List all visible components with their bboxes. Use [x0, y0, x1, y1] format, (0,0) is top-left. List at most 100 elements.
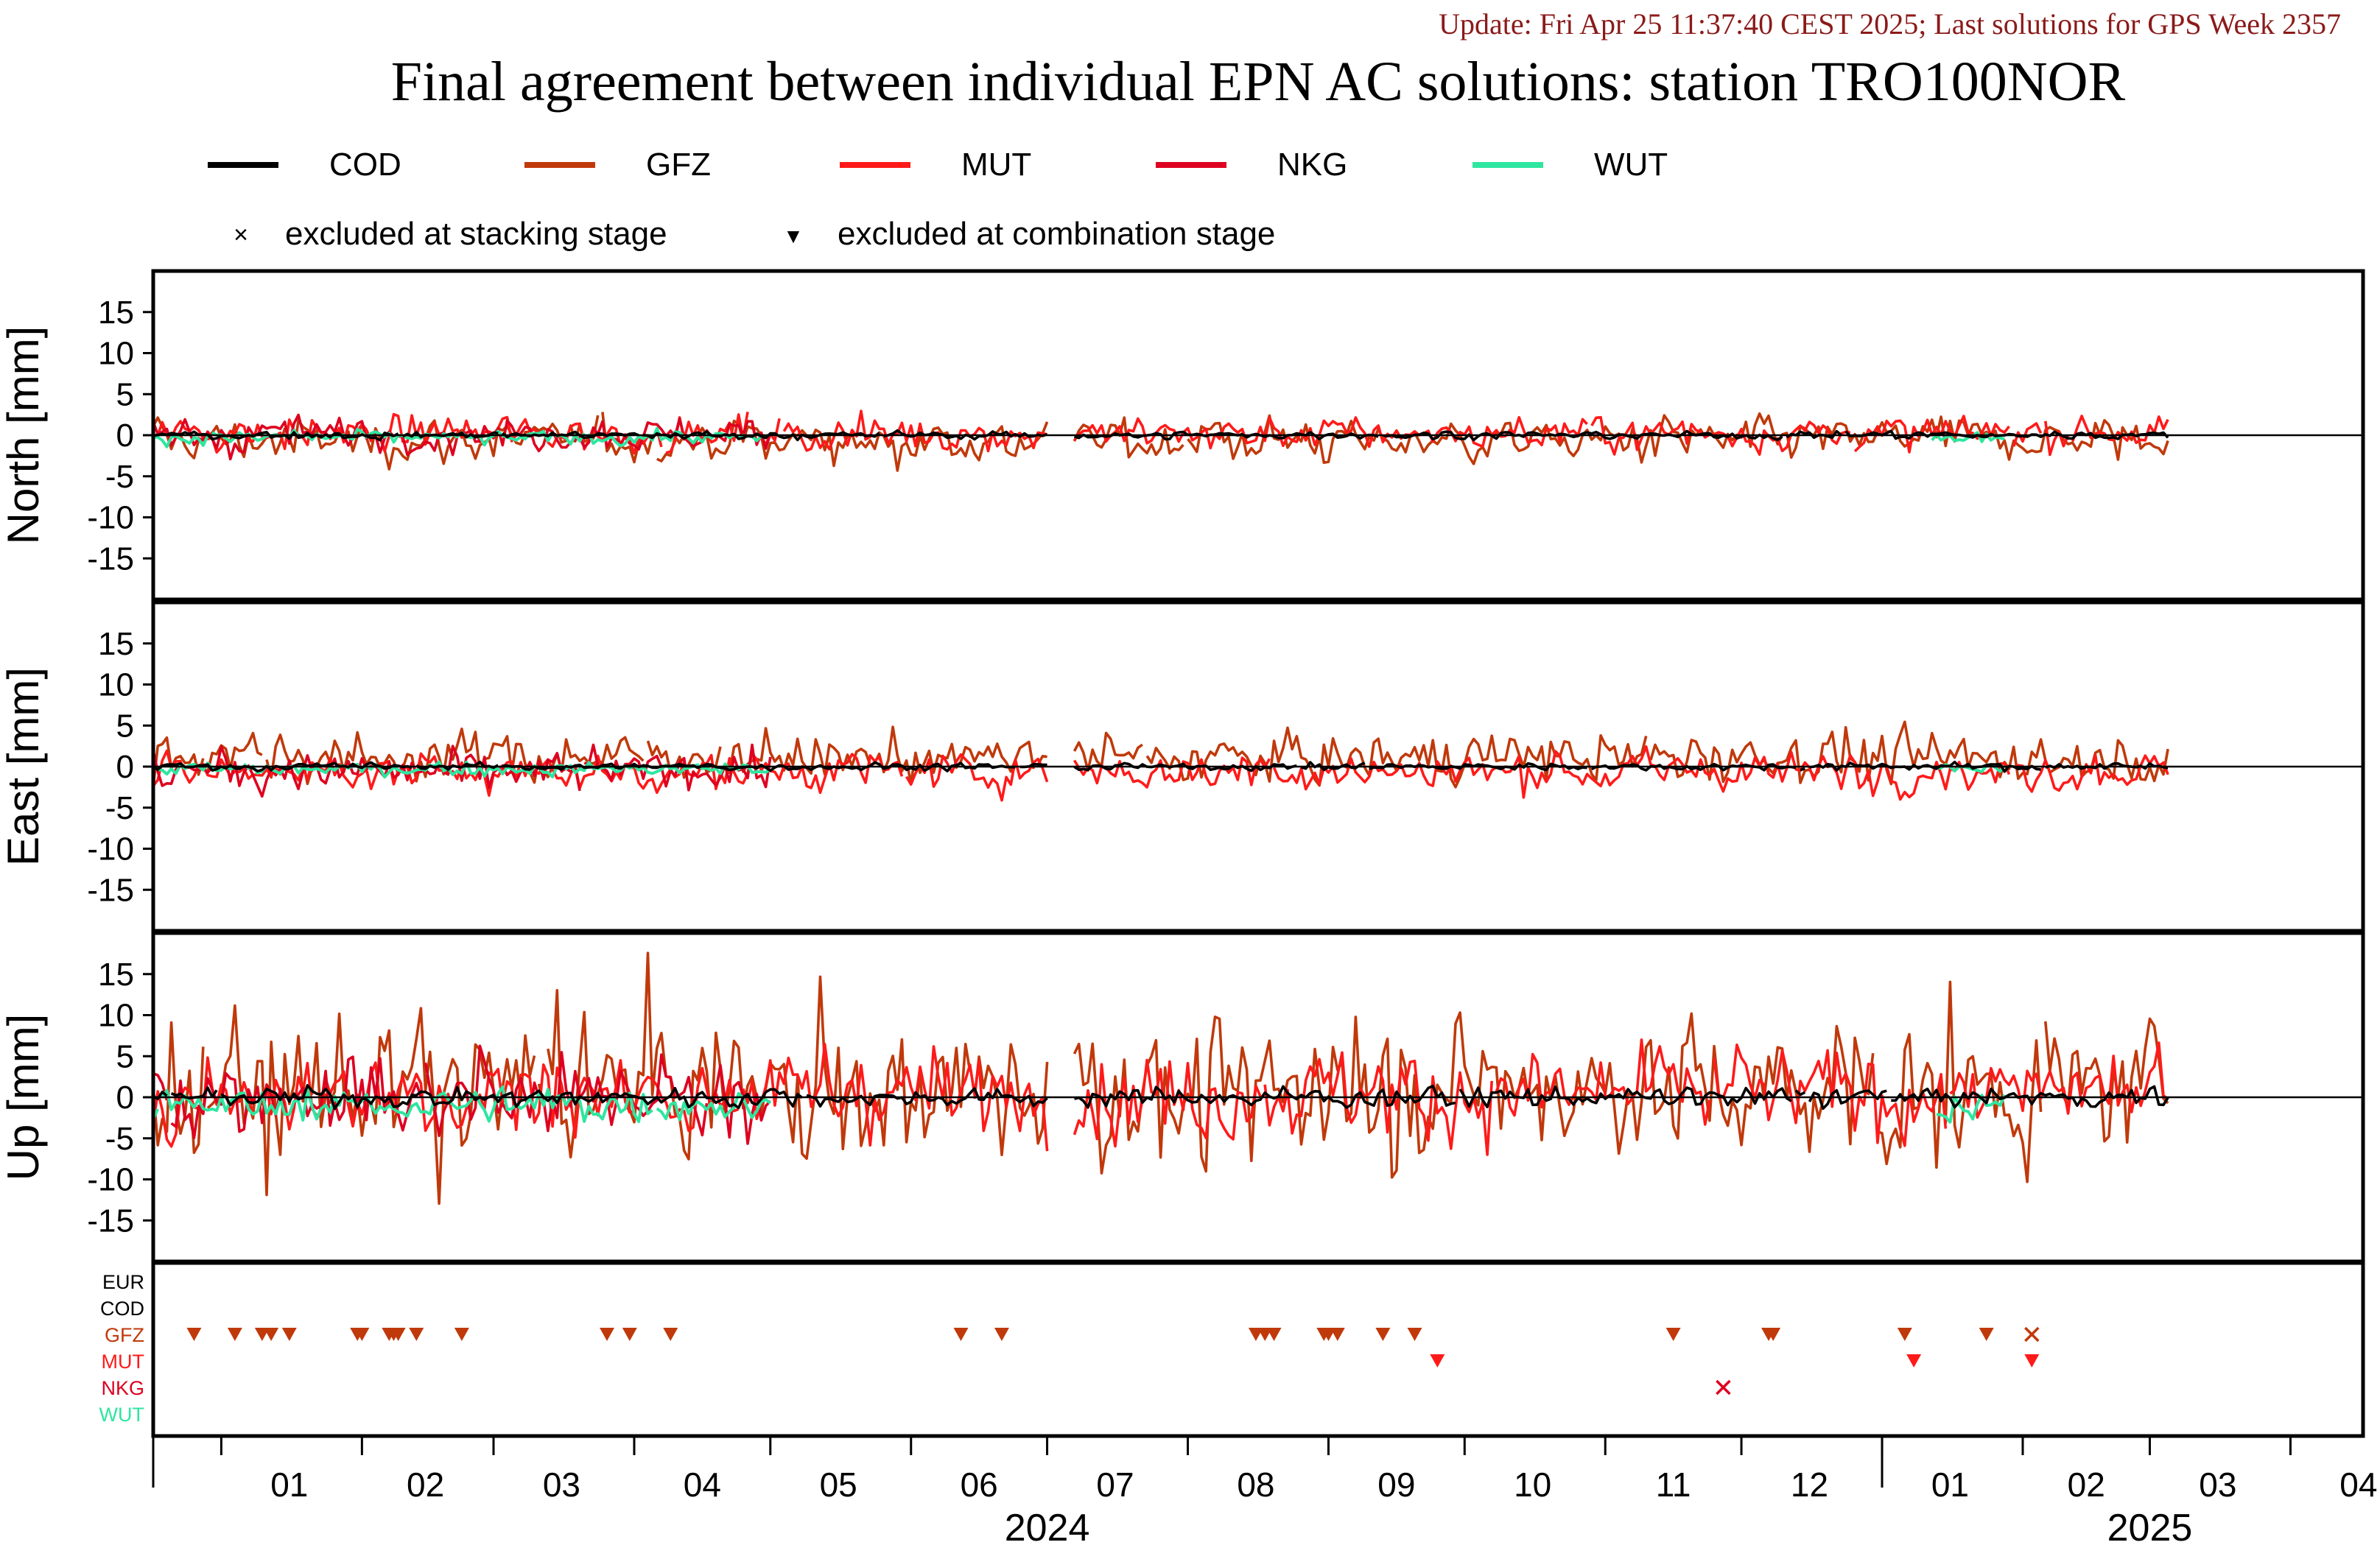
- exclusion-marker-combination: [264, 1328, 279, 1341]
- x-month-label: 04: [684, 1465, 721, 1504]
- panel-up: 15 10 5 0 -5 -10 -15 Up [mm]: [0, 931, 2365, 1264]
- y-tick-label: 10: [98, 336, 134, 372]
- panel-north: 15 10 5 0 -5 -10 -15 North [mm]: [0, 269, 2365, 602]
- x-month-label: 12: [1791, 1465, 1828, 1504]
- legend-label-wut: WUT: [1594, 147, 1668, 183]
- x-axis: 01 02 03 04 05 06 07 08 09 10 11 12 01 02 03 04 2024 2025: [152, 1436, 2377, 1545]
- series-group: [153, 720, 2169, 802]
- y-tick-label: -15: [87, 541, 134, 577]
- y-tick-label: 15: [98, 626, 134, 662]
- x-month-label: 02: [2068, 1465, 2105, 1504]
- exclusion-panel: EUR COD GFZ MUT NKG WUT: [99, 1261, 2365, 1438]
- legend-marker-label: excluded at combination stage: [838, 216, 1275, 252]
- legend-marker-label: excluded at stacking stage: [285, 216, 667, 252]
- exclusion-marker-combination: [1430, 1354, 1445, 1368]
- y-tick-label: -10: [87, 1162, 134, 1198]
- exclusion-frame: [151, 1261, 2365, 1438]
- x-month-label: 03: [2199, 1465, 2236, 1504]
- plot-panels: 15 10 5 0 -5 -10 -15 North [mm] 15 10 5 0 -5 -10 -15 Ea…: [0, 269, 2365, 1264]
- exclusion-marker-combination: [2024, 1354, 2040, 1368]
- x-month-label: 11: [1656, 1465, 1691, 1504]
- exclusion-marker-combination: [1375, 1328, 1391, 1341]
- series-line-wut: [1936, 1094, 2007, 1124]
- x-month-label: 09: [1377, 1465, 1415, 1504]
- series-group: [153, 409, 2169, 472]
- exclusion-marker-combination: [281, 1328, 297, 1341]
- y-tick-label: 10: [98, 998, 134, 1034]
- y-tick-label: 15: [98, 295, 134, 331]
- legend-label-mut: MUT: [961, 147, 1031, 183]
- y-tick-label: 10: [98, 667, 134, 703]
- y-tick-label: -5: [105, 1121, 134, 1157]
- x-month-label: 05: [820, 1465, 857, 1504]
- x-year-label: 2025: [2107, 1507, 2193, 1545]
- exclusion-marker-combination: [1766, 1328, 1781, 1341]
- x-month-label: 02: [407, 1465, 444, 1504]
- y-tick-label: 5: [116, 708, 134, 744]
- exclusion-marker-combination: [227, 1328, 242, 1341]
- x-month-label: 06: [961, 1465, 998, 1504]
- exclusion-marker-combination: [1266, 1328, 1282, 1341]
- update-text: Update: Fri Apr 25 11:37:40 CEST 2025; L…: [1439, 7, 2341, 41]
- x-month-label: 01: [1931, 1465, 1969, 1504]
- x-month-label: 04: [2339, 1465, 2377, 1504]
- exclusion-marker-combination: [186, 1328, 202, 1341]
- exclusion-row-label: GFZ: [105, 1324, 144, 1346]
- y-axis-label: North [mm]: [0, 326, 48, 545]
- panel-frame: [151, 600, 2365, 933]
- exclusion-marker-combination: [600, 1328, 615, 1341]
- y-tick-label: 0: [116, 1080, 134, 1116]
- exclusion-marker-combination: [622, 1328, 637, 1341]
- series-line-mut: [153, 1043, 1049, 1152]
- series-line-cod: [1074, 1085, 2169, 1111]
- x-year-label: 2024: [1005, 1507, 1090, 1545]
- exclusion-marker-combination: [409, 1328, 424, 1341]
- exclusion-marker-combination: [1665, 1328, 1681, 1341]
- legend-label-nkg: NKG: [1277, 147, 1347, 183]
- exclusion-marker-stacking: [2024, 1326, 2040, 1342]
- y-tick-label: -15: [87, 872, 134, 908]
- x-month-label: 10: [1514, 1465, 1551, 1504]
- y-tick-label: 5: [116, 1038, 134, 1074]
- series-line-gfz: [1073, 980, 2169, 1183]
- y-tick-label: 0: [116, 749, 134, 785]
- series-group: [153, 951, 2169, 1206]
- y-tick-label: 5: [116, 376, 134, 412]
- series-line-gfz: [153, 951, 1049, 1206]
- exclusion-marker-combination: [953, 1328, 969, 1341]
- y-tick-label: -15: [87, 1203, 134, 1239]
- exclusion-marker-combination: [354, 1328, 370, 1341]
- exclusion-marker-combination: [1897, 1328, 1912, 1341]
- y-axis-label: East [mm]: [0, 667, 48, 866]
- exclusion-marker-combination: [1407, 1328, 1422, 1341]
- exclusion-row-label: WUT: [99, 1404, 144, 1426]
- exclusion-marker-combination: [663, 1328, 678, 1341]
- panel-frame: [151, 269, 2365, 602]
- y-axis-label: Up [mm]: [0, 1014, 48, 1181]
- x-month-label: 01: [270, 1465, 308, 1504]
- y-tick-label: -5: [105, 459, 134, 495]
- exclusion-marker-combination: [1906, 1354, 1922, 1368]
- exclusion-marker-combination: [994, 1328, 1009, 1341]
- panel-east: 15 10 5 0 -5 -10 -15 East [mm]: [0, 600, 2365, 933]
- x-month-label: 08: [1237, 1465, 1274, 1504]
- y-tick-label: -10: [87, 831, 134, 867]
- legend-marker-symbol: ×: [234, 221, 248, 249]
- y-tick-label: -10: [87, 500, 134, 536]
- y-tick-label: -5: [105, 790, 134, 826]
- exclusion-row-label: MUT: [102, 1351, 144, 1373]
- exclusion-row-label: NKG: [101, 1377, 144, 1399]
- exclusion-marker-stacking: [1716, 1379, 1731, 1396]
- exclusion-marker-combination: [454, 1328, 469, 1341]
- series-line-cod: [1074, 429, 2169, 442]
- exclusion-row-label: COD: [100, 1298, 144, 1320]
- legend-label-gfz: GFZ: [646, 147, 711, 183]
- x-month-label: 03: [543, 1465, 580, 1504]
- y-tick-label: 15: [98, 957, 134, 993]
- legend-label-cod: COD: [329, 147, 401, 183]
- exclusion-marker-combination: [1330, 1328, 1345, 1341]
- series-line-mut: [1073, 1038, 2169, 1156]
- exclusion-row-label: EUR: [102, 1271, 144, 1293]
- exclusion-marker-combination: [390, 1328, 406, 1341]
